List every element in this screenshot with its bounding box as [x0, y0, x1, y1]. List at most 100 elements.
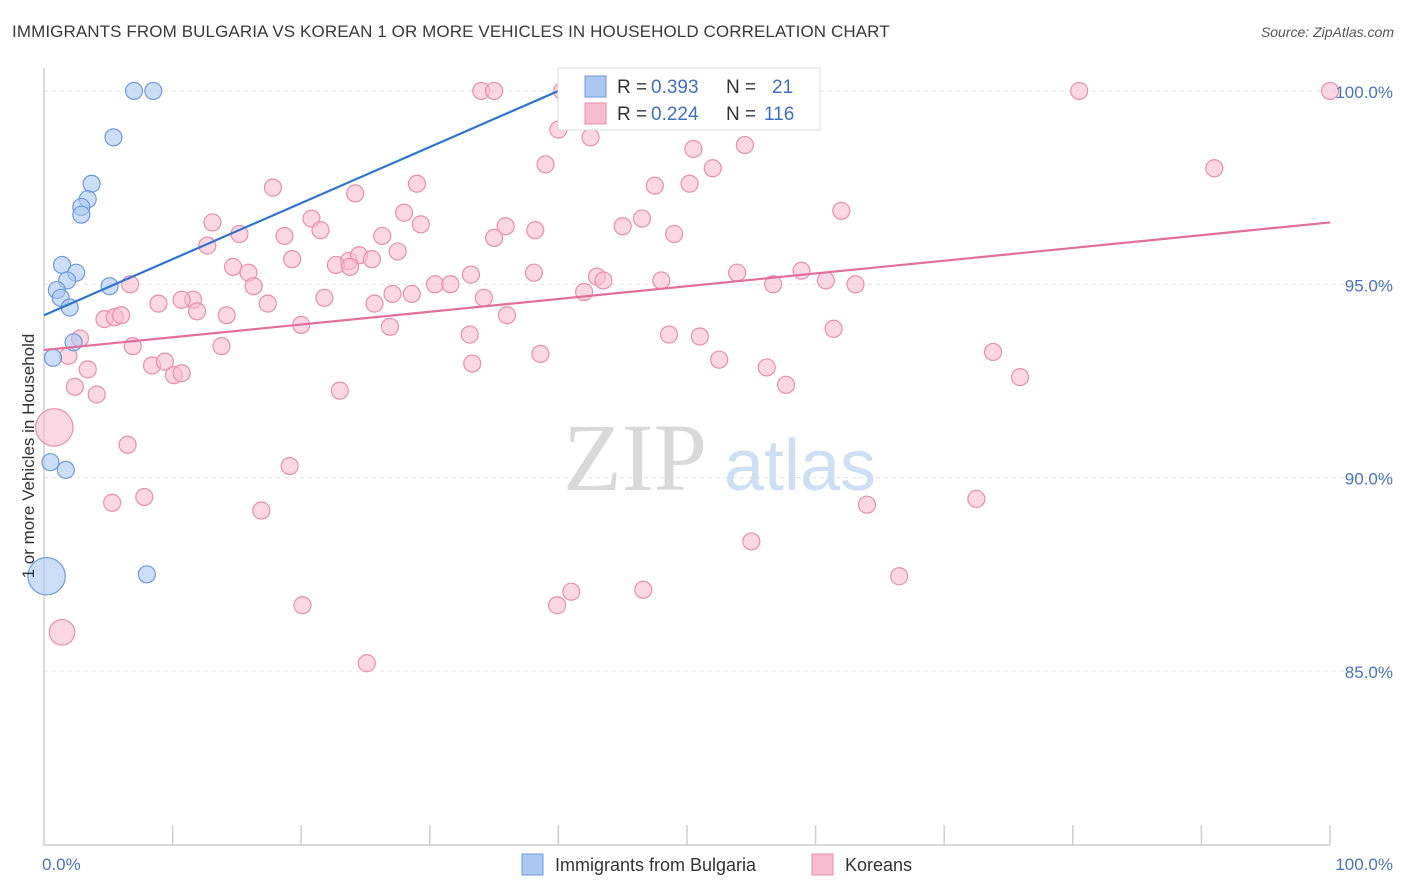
legend-n-label: N = — [726, 77, 756, 98]
koreans-point — [485, 81, 504, 101]
koreans-point — [78, 360, 97, 379]
koreans-point — [172, 364, 191, 383]
bulgaria-point — [144, 81, 163, 101]
koreans-point — [735, 135, 754, 155]
source-credit: Source: ZipAtlas.com — [1260, 24, 1394, 40]
series-name-koreans: Koreans — [845, 855, 912, 875]
koreans-point — [87, 385, 106, 404]
legend-r-label: R = — [617, 77, 647, 98]
koreans-point — [380, 317, 400, 336]
trend-lines — [43, 89, 1331, 352]
legend-n-label: N = — [726, 104, 756, 125]
koreans-point — [531, 344, 550, 363]
legend-n-value: 21 — [772, 77, 793, 98]
koreans-point — [280, 456, 299, 476]
y-tick-label: 95.0% — [1345, 276, 1393, 295]
legend-r-value: 0.393 — [651, 77, 699, 98]
bulgaria-points — [27, 81, 658, 596]
koreans-point — [373, 226, 392, 246]
legend-r-label: R = — [617, 104, 647, 125]
koreans-point — [441, 275, 460, 294]
koreans-point — [967, 489, 986, 509]
koreans-point — [135, 487, 154, 507]
stats-legend: R = 0.393 N = 21 R = 0.224 N = 116 — [557, 67, 821, 131]
y-tick-label: 90.0% — [1345, 470, 1393, 489]
koreans-point — [48, 618, 76, 646]
legend-n-value: 116 — [764, 104, 794, 125]
bulgaria-point — [27, 556, 66, 596]
bulgaria-point — [41, 453, 60, 472]
koreans-point — [536, 155, 555, 174]
tick-labels: 100.0% 95.0% 90.0% 85.0% 0.0% 100.0% — [42, 83, 1393, 874]
koreans-point — [524, 263, 544, 282]
series-legend: Immigrants from Bulgaria Koreans — [521, 853, 912, 876]
series-swatch-bulgaria — [521, 853, 544, 876]
koreans-point — [275, 226, 294, 246]
y-tick-label: 100.0% — [1335, 83, 1393, 102]
koreans-point — [632, 209, 652, 228]
koreans-point — [315, 288, 334, 307]
y-axis-label: 1 or more Vehicles in Household — [19, 334, 38, 579]
grid-lines — [44, 90, 1392, 672]
series-name-bulgaria: Immigrants from Bulgaria — [555, 855, 757, 875]
koreans-point — [548, 596, 567, 615]
koreans-point — [890, 567, 909, 586]
koreans-point — [776, 375, 796, 394]
koreans-point — [65, 377, 84, 396]
koreans-point — [118, 435, 137, 454]
koreans-point — [172, 290, 191, 309]
koreans-point — [497, 306, 517, 325]
koreans-point — [652, 271, 671, 290]
koreans-point — [217, 306, 236, 325]
koreans-point — [463, 354, 482, 373]
legend-r-value: 0.224 — [651, 104, 699, 125]
koreans-point — [112, 306, 131, 325]
koreans-point — [411, 215, 430, 234]
koreans-point — [728, 263, 747, 282]
koreans-point — [1010, 367, 1030, 387]
koreans-points — [34, 81, 1340, 673]
koreans-point — [764, 275, 783, 294]
koreans-point — [496, 217, 515, 236]
koreans-point — [149, 294, 168, 313]
koreans-point — [857, 495, 877, 514]
koreans-point — [394, 203, 414, 222]
koreans-point — [690, 327, 709, 346]
koreans-point — [665, 224, 684, 244]
x-tick-label: 0.0% — [42, 855, 81, 874]
koreans-point — [425, 275, 445, 294]
koreans-point — [461, 265, 481, 284]
legend-swatch-bulgaria — [584, 75, 607, 98]
koreans-point — [383, 284, 402, 304]
koreans-point — [346, 184, 365, 203]
koreans-point — [263, 178, 283, 197]
koreans-point — [460, 325, 479, 344]
koreans-point — [562, 582, 581, 601]
koreans-point — [1205, 159, 1224, 178]
koreans-point — [1070, 81, 1089, 101]
koreans-point — [357, 654, 376, 673]
koreans-trend-line — [43, 221, 1331, 352]
bulgaria-point — [43, 348, 63, 367]
koreans-point — [645, 176, 664, 195]
koreans-point — [613, 217, 632, 236]
koreans-point — [1320, 81, 1340, 101]
bulgaria-point — [104, 128, 123, 147]
koreans-point — [792, 261, 811, 280]
koreans-point — [680, 174, 699, 193]
series-swatch-koreans — [811, 853, 834, 876]
legend-swatch-koreans — [584, 102, 607, 125]
koreans-point — [203, 213, 222, 232]
koreans-point — [634, 580, 653, 599]
koreans-point — [402, 284, 421, 304]
koreans-point — [742, 532, 761, 551]
koreans-point — [526, 221, 545, 240]
koreans-point — [824, 319, 843, 338]
watermark-zip: ZIP — [563, 404, 707, 511]
bulgaria-trend-line — [43, 89, 559, 317]
bulgaria-point — [72, 205, 91, 224]
koreans-point — [155, 352, 174, 371]
koreans-point — [244, 277, 263, 296]
koreans-point — [594, 271, 613, 290]
